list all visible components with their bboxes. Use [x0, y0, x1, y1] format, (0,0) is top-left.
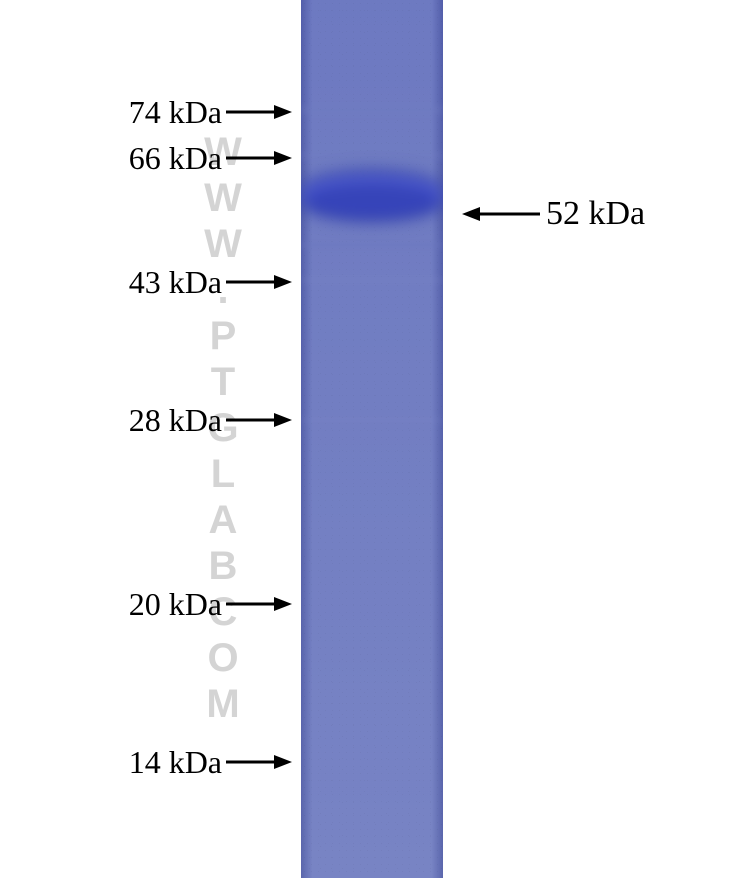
gel-band-faint-43: [301, 276, 443, 284]
arrow-right-icon: [226, 594, 292, 614]
marker-label-20kda: 20 kDa: [129, 588, 222, 620]
marker-label-66kda: 66 kDa: [129, 142, 222, 174]
marker-label-43kda: 43 kDa: [129, 266, 222, 298]
gel-lane: [301, 0, 443, 878]
arrow-left-icon: [462, 204, 540, 224]
gel-band-faint-28: [301, 416, 443, 424]
arrow-right-icon: [226, 102, 292, 122]
gel-band-faint-under-52: [301, 241, 443, 249]
marker-label-28kda: 28 kDa: [129, 404, 222, 436]
marker-label-74kda: 74 kDa: [129, 96, 222, 128]
marker-label-14kda: 14 kDa: [129, 746, 222, 778]
target-band-label: 52 kDa: [546, 197, 645, 231]
gel-figure: WWW.PTGLABCOM 52 kDa 74 kDa66 kDa43 kDa2…: [0, 0, 740, 878]
arrow-right-icon: [226, 752, 292, 772]
gel-noise: [301, 0, 443, 878]
gel-band-faint-74: [301, 105, 443, 115]
gel-band-main-52: [304, 175, 440, 217]
arrow-right-icon: [226, 272, 292, 292]
arrow-right-icon: [226, 148, 292, 168]
arrow-right-icon: [226, 410, 292, 430]
gel-band-faint-66: [301, 151, 443, 159]
